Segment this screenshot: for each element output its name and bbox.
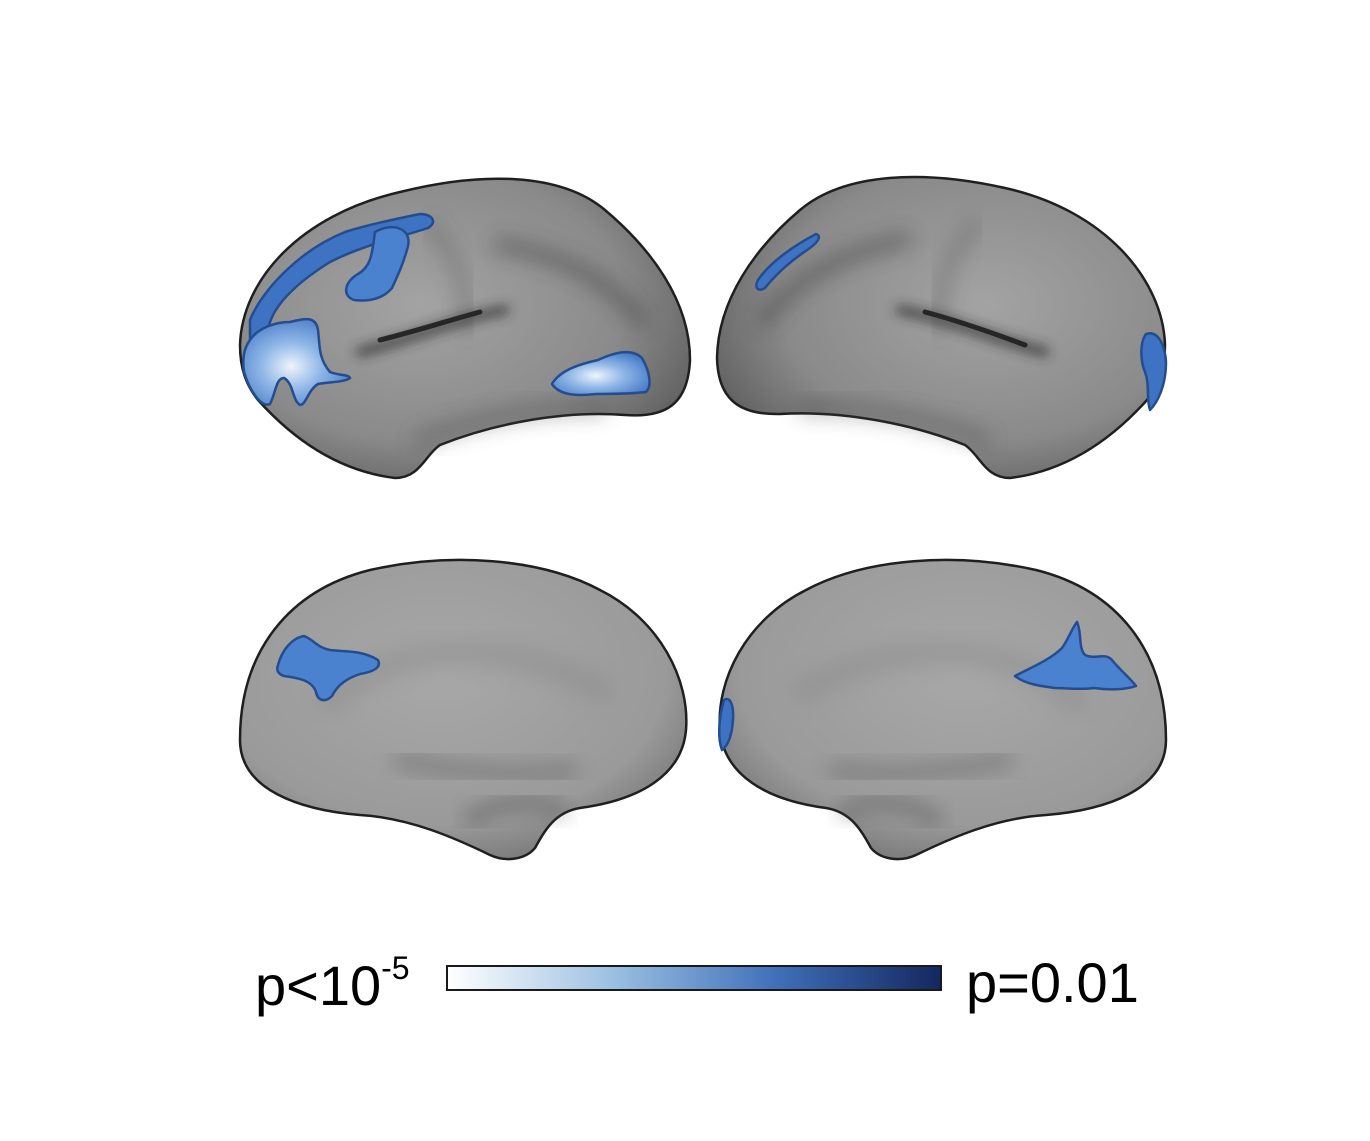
cluster-medial-parietal: [1013, 620, 1138, 691]
left-hemisphere-medial: [238, 558, 688, 861]
right-hemisphere-medial: [718, 558, 1168, 861]
cluster-temporal-posterior: [550, 350, 651, 397]
colorbar-max-label: p=0.01: [966, 951, 1139, 1014]
colorbar-min-prefix: p<10: [255, 954, 382, 1017]
cluster-precuneus: [276, 634, 381, 702]
right-hemisphere-lateral: [715, 175, 1168, 480]
cluster-frontal-pole: [1140, 332, 1168, 412]
colorbar-min-label: p<10-5: [255, 952, 410, 1014]
colorbar: [446, 965, 942, 991]
cluster-medial-frontal-edge: [718, 697, 735, 752]
left-hemisphere-lateral: [238, 177, 692, 480]
cluster-parietal-arc: [755, 232, 821, 291]
cluster-superior-frontal: [345, 226, 410, 302]
cluster-inferior-frontal: [242, 317, 352, 407]
colorbar-min-exponent: -5: [381, 950, 410, 986]
